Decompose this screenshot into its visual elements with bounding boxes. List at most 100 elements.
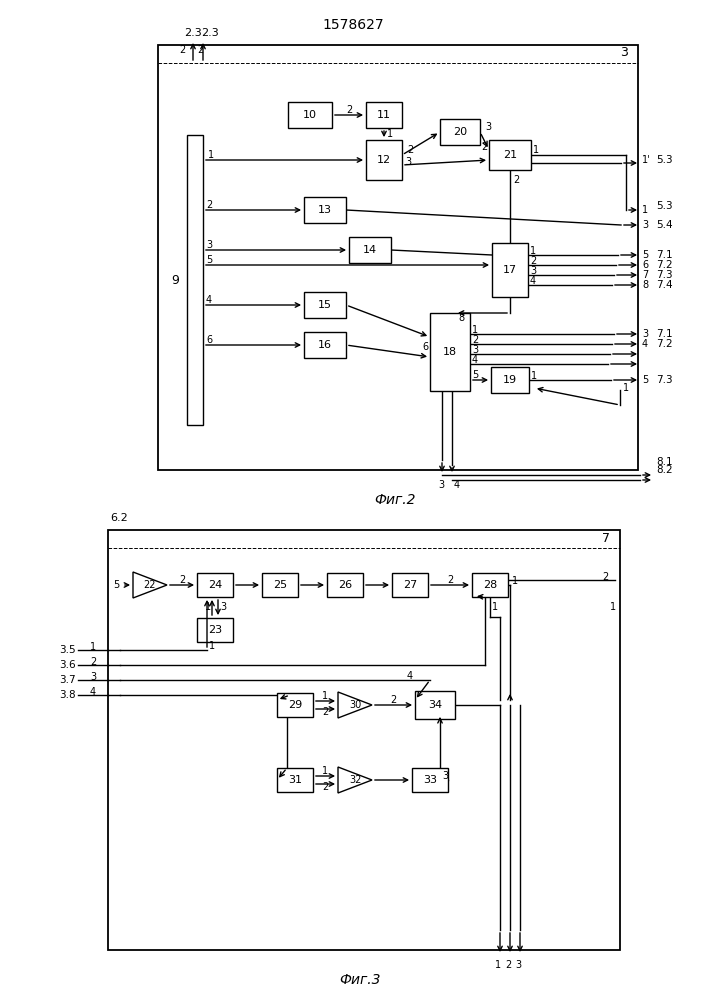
Text: 1: 1 bbox=[209, 641, 215, 651]
Text: 1: 1 bbox=[90, 642, 96, 652]
Polygon shape bbox=[338, 767, 372, 793]
Polygon shape bbox=[338, 692, 372, 718]
Bar bbox=[492, 243, 528, 297]
Text: 3: 3 bbox=[485, 122, 491, 132]
Text: 3.6: 3.6 bbox=[59, 660, 76, 670]
Text: 2: 2 bbox=[346, 105, 352, 115]
Text: 5: 5 bbox=[472, 370, 478, 380]
Bar bbox=[304, 332, 346, 358]
Text: 1: 1 bbox=[492, 602, 498, 612]
Text: 2.3: 2.3 bbox=[184, 28, 202, 38]
Bar bbox=[187, 135, 203, 425]
Text: 1: 1 bbox=[610, 602, 616, 612]
Text: 25: 25 bbox=[273, 580, 287, 590]
Bar bbox=[349, 237, 391, 263]
Text: 2: 2 bbox=[390, 695, 397, 705]
Text: 12: 12 bbox=[377, 155, 391, 165]
Text: Фиг.2: Фиг.2 bbox=[374, 493, 416, 507]
Text: 9: 9 bbox=[171, 273, 179, 286]
Text: 1: 1 bbox=[322, 691, 329, 701]
Bar bbox=[412, 768, 448, 792]
Bar bbox=[472, 573, 508, 597]
Text: 2: 2 bbox=[197, 45, 203, 55]
Text: 1: 1 bbox=[208, 150, 214, 160]
Bar bbox=[327, 573, 363, 597]
Text: 29: 29 bbox=[288, 700, 302, 710]
Bar bbox=[197, 618, 233, 642]
Bar bbox=[304, 292, 346, 318]
Text: 3: 3 bbox=[405, 157, 411, 167]
Text: 2: 2 bbox=[530, 256, 536, 266]
Polygon shape bbox=[133, 572, 167, 598]
Text: 15: 15 bbox=[318, 300, 332, 310]
Text: 5.3: 5.3 bbox=[656, 201, 672, 211]
Text: 6: 6 bbox=[422, 342, 428, 352]
Text: 3.5: 3.5 bbox=[59, 645, 76, 655]
Bar bbox=[489, 140, 531, 170]
Text: 2: 2 bbox=[447, 575, 453, 585]
Text: 6: 6 bbox=[642, 260, 648, 270]
Text: 1: 1 bbox=[533, 145, 539, 155]
Text: 2: 2 bbox=[513, 175, 519, 185]
Text: 1: 1 bbox=[642, 205, 648, 215]
Text: 6.2: 6.2 bbox=[110, 513, 128, 523]
Text: 8.2: 8.2 bbox=[656, 465, 672, 475]
Text: 33: 33 bbox=[423, 775, 437, 785]
Text: 30: 30 bbox=[349, 700, 361, 710]
Text: 4: 4 bbox=[530, 276, 536, 286]
Text: 3.7: 3.7 bbox=[59, 675, 76, 685]
Bar bbox=[108, 530, 620, 950]
Text: 2: 2 bbox=[180, 45, 186, 55]
Text: 7.1: 7.1 bbox=[656, 250, 672, 260]
Bar bbox=[277, 768, 313, 792]
Text: 6: 6 bbox=[206, 335, 212, 345]
Text: 4: 4 bbox=[642, 339, 648, 349]
Text: 4: 4 bbox=[206, 295, 212, 305]
Text: 13: 13 bbox=[318, 205, 332, 215]
Text: 32: 32 bbox=[349, 775, 361, 785]
Text: 4: 4 bbox=[472, 355, 478, 365]
Text: 2: 2 bbox=[322, 782, 329, 792]
Text: 5: 5 bbox=[642, 250, 648, 260]
Text: 3: 3 bbox=[206, 240, 212, 250]
Text: 2: 2 bbox=[206, 200, 212, 210]
Text: 20: 20 bbox=[453, 127, 467, 137]
Bar bbox=[366, 102, 402, 128]
Text: 1578627: 1578627 bbox=[322, 18, 384, 32]
Text: 3: 3 bbox=[642, 220, 648, 230]
Text: 7: 7 bbox=[602, 532, 610, 544]
Text: 11: 11 bbox=[377, 110, 391, 120]
Text: 10: 10 bbox=[303, 110, 317, 120]
Text: 26: 26 bbox=[338, 580, 352, 590]
Text: 16: 16 bbox=[318, 340, 332, 350]
Text: 7.3: 7.3 bbox=[656, 270, 672, 280]
Text: 1: 1 bbox=[205, 602, 211, 612]
Text: 7.4: 7.4 bbox=[656, 280, 672, 290]
Text: 5: 5 bbox=[642, 375, 648, 385]
Text: 2: 2 bbox=[481, 142, 487, 152]
Text: 3: 3 bbox=[530, 266, 536, 276]
Text: 17: 17 bbox=[503, 265, 517, 275]
Text: 34: 34 bbox=[428, 700, 442, 710]
Bar bbox=[197, 573, 233, 597]
Text: 3: 3 bbox=[90, 672, 96, 682]
Text: 27: 27 bbox=[403, 580, 417, 590]
Text: 3: 3 bbox=[438, 480, 444, 490]
Text: 3: 3 bbox=[220, 602, 226, 612]
Text: 2: 2 bbox=[179, 575, 185, 585]
Bar bbox=[430, 313, 470, 391]
Text: 5: 5 bbox=[206, 255, 212, 265]
Text: 1: 1 bbox=[623, 383, 629, 393]
Text: 1: 1 bbox=[530, 246, 536, 256]
Text: 3: 3 bbox=[472, 345, 478, 355]
Text: Фиг.3: Фиг.3 bbox=[339, 973, 381, 987]
Text: 2: 2 bbox=[505, 960, 511, 970]
Text: 1: 1 bbox=[512, 576, 518, 586]
Text: 5: 5 bbox=[113, 580, 119, 590]
Text: 24: 24 bbox=[208, 580, 222, 590]
Text: 1: 1 bbox=[531, 371, 537, 381]
Text: 1: 1 bbox=[495, 960, 501, 970]
Text: 2.3: 2.3 bbox=[201, 28, 219, 38]
Text: 2: 2 bbox=[407, 145, 414, 155]
Text: 3: 3 bbox=[620, 46, 628, 60]
